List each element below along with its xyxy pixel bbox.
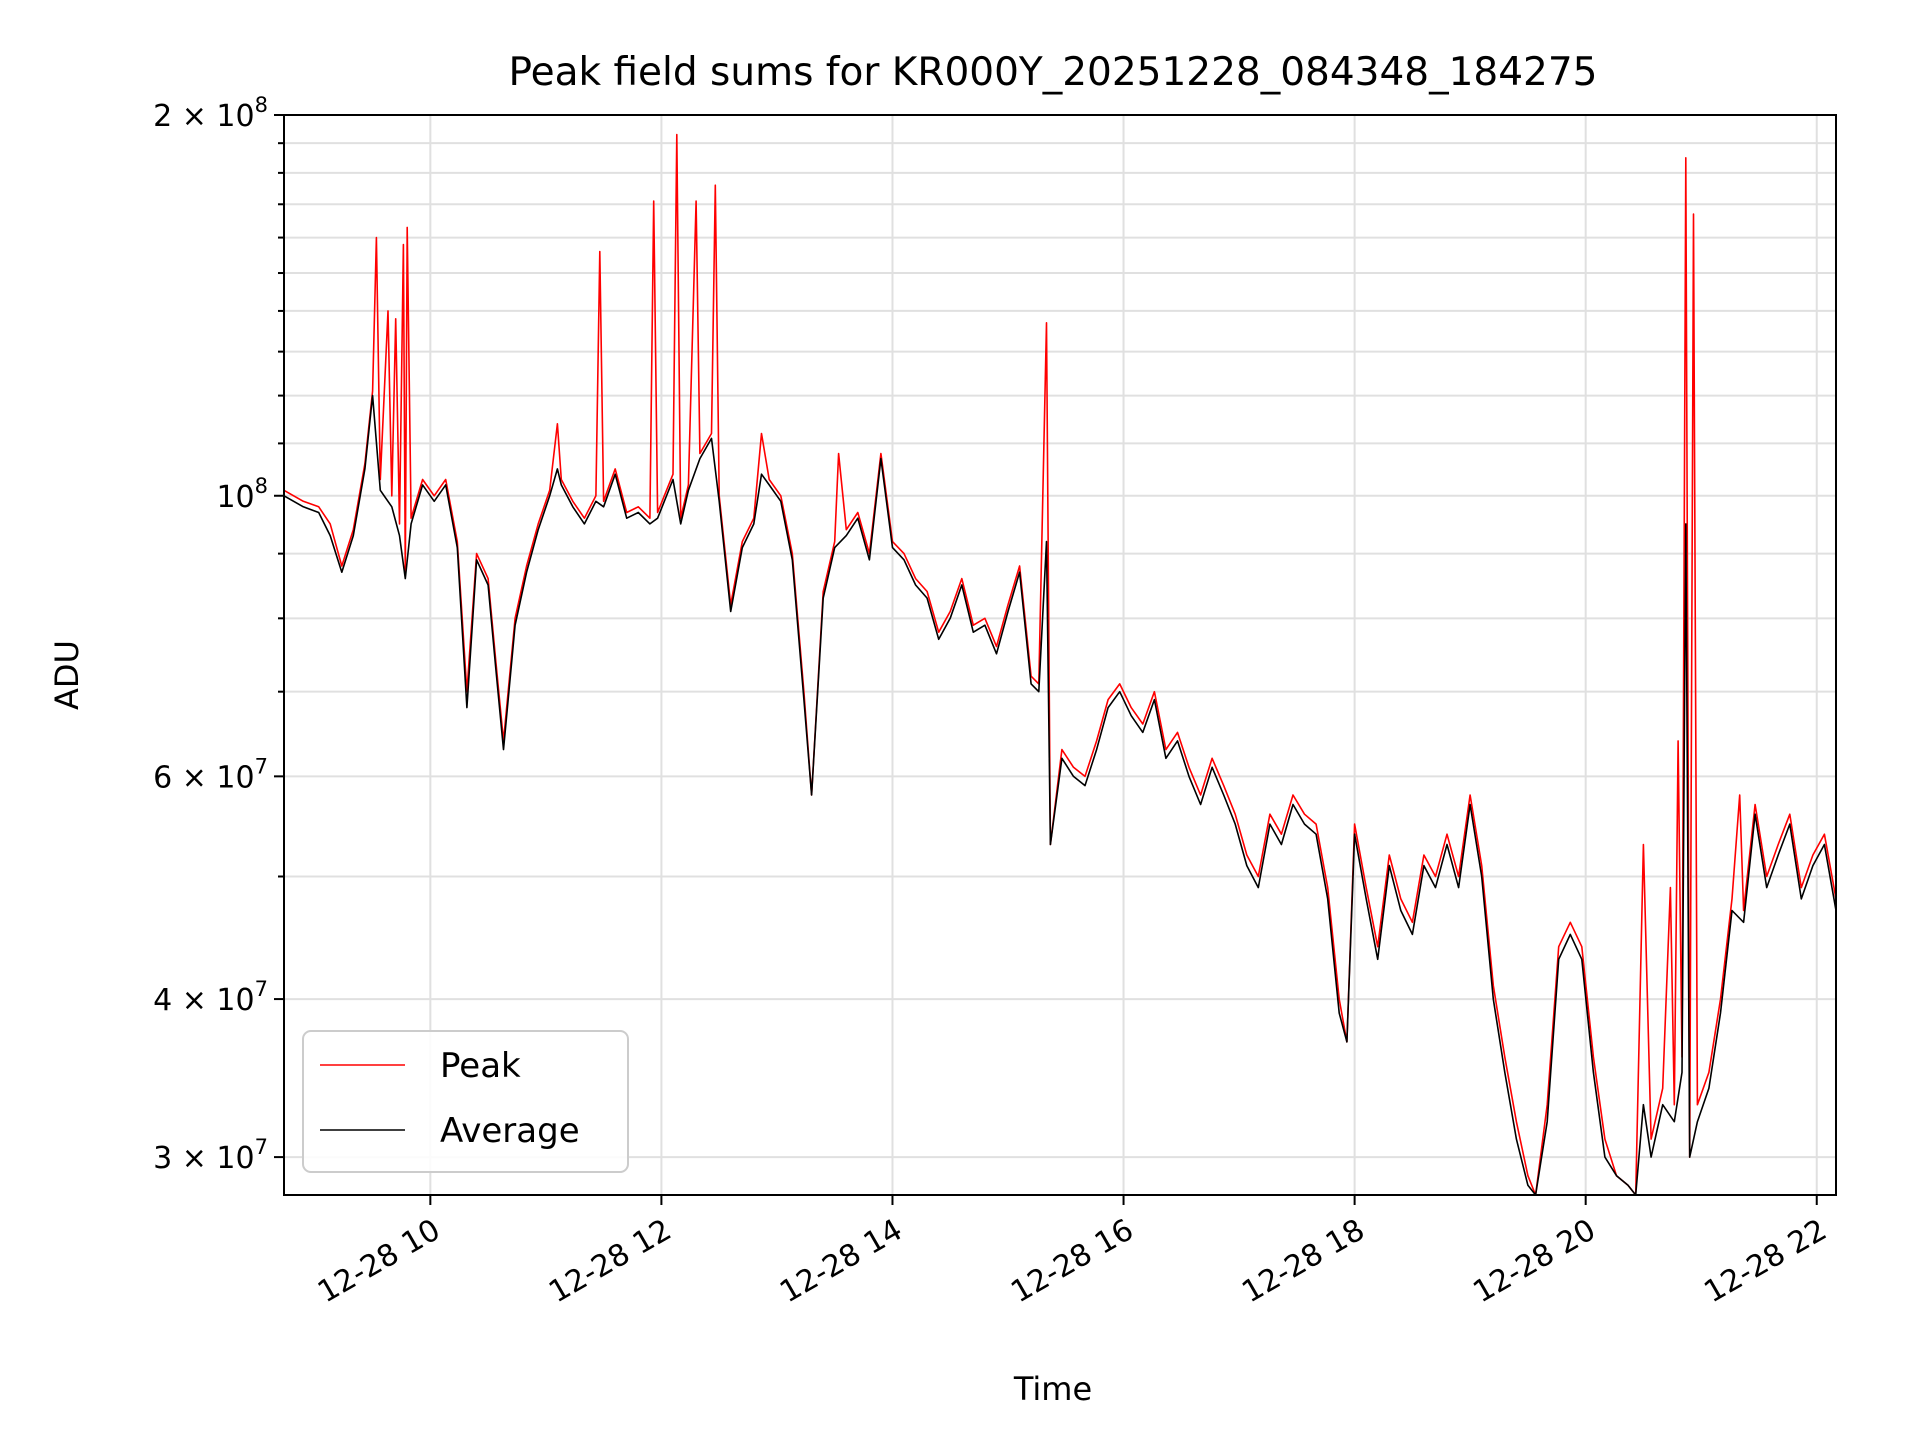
y-tick-label: 3 × 107 [153, 1135, 268, 1176]
legend-box [302, 1030, 629, 1173]
y-axis-title: ADU [48, 640, 86, 710]
legend: Peak Average [302, 1030, 629, 1173]
y-axis: 2 × 108 108 6 × 107 4 × 107 3 × 107 [153, 93, 284, 1176]
series-layer [284, 133, 1836, 1195]
series-line-peak [284, 133, 1836, 1195]
y-tick-label: 6 × 107 [153, 754, 268, 795]
y-tick-label: 2 × 108 [153, 93, 268, 134]
chart-title: Peak field sums for KR000Y_20251228_0843… [508, 50, 1597, 95]
series-line-average [284, 394, 1836, 1195]
legend-average-label: Average [440, 1111, 580, 1151]
legend-peak-label: Peak [440, 1046, 521, 1086]
plot-frame [283, 114, 1837, 1196]
y-tick-label: 4 × 107 [153, 977, 268, 1018]
y-tick-label: 108 [216, 474, 268, 515]
x-axis-title: Time [1013, 1370, 1092, 1408]
